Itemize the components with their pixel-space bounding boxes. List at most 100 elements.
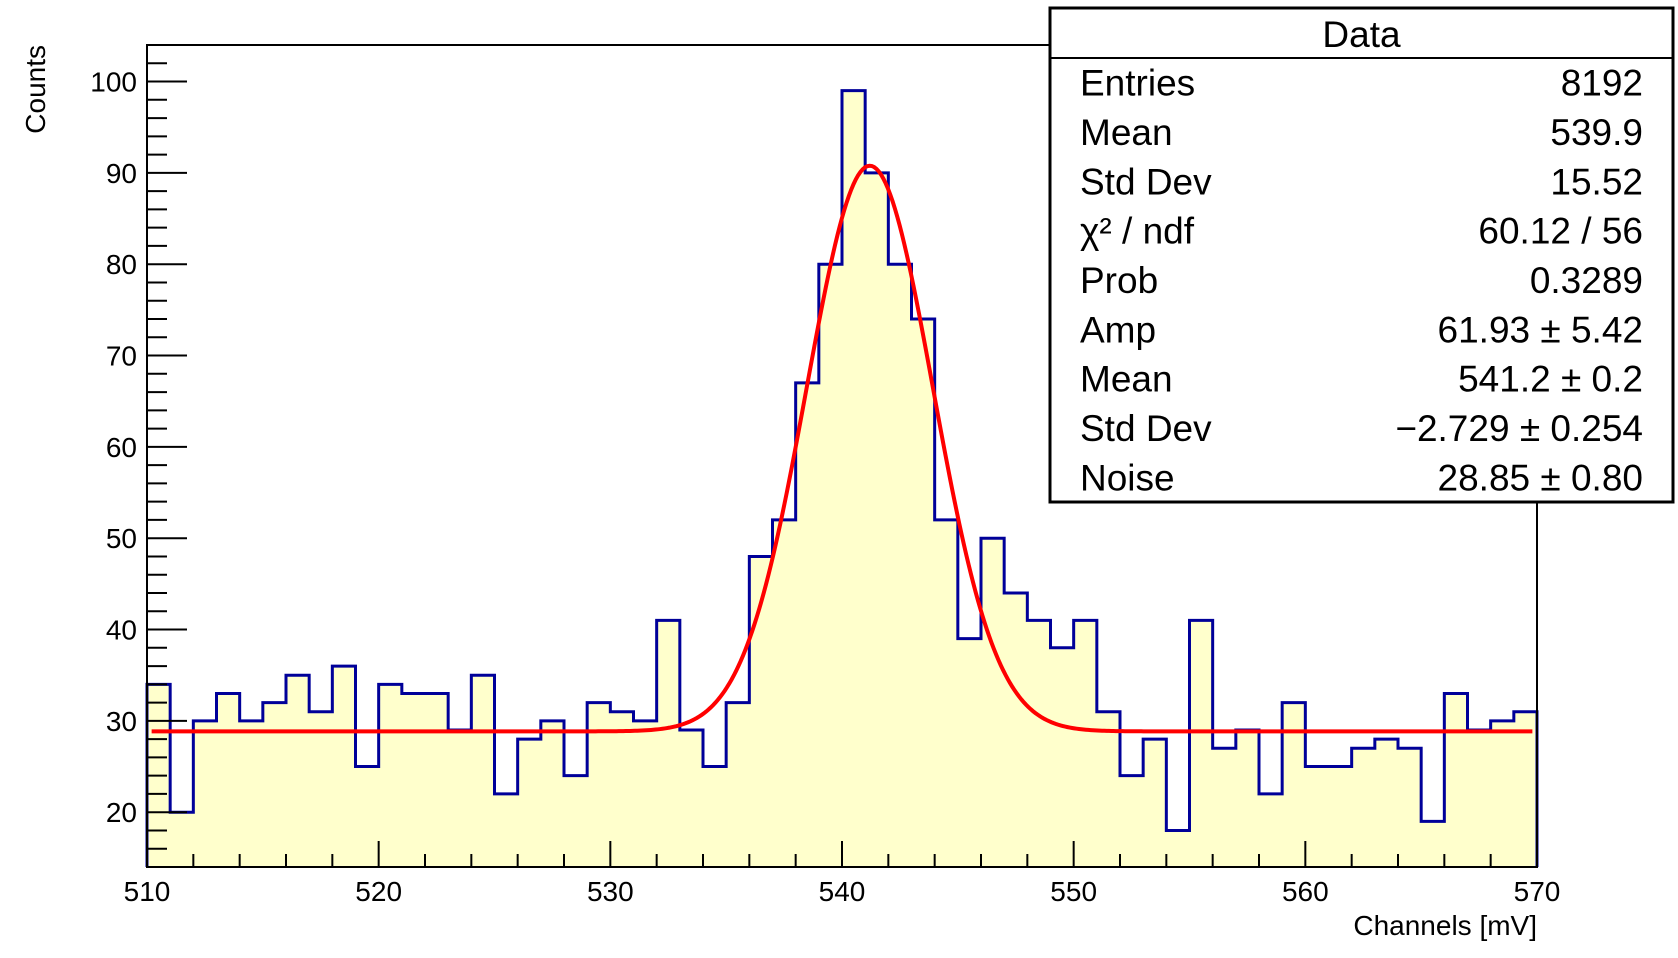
stats-row-value: 15.52 <box>1550 161 1643 202</box>
histogram-bin <box>448 730 472 867</box>
histogram-bin <box>1305 766 1329 867</box>
histogram-bin <box>1212 748 1237 867</box>
stats-row-value: 8192 <box>1561 63 1643 104</box>
stats-row-label: χ² / ndf <box>1080 211 1195 252</box>
histogram-bin <box>332 666 356 867</box>
stats-row-label: Noise <box>1080 457 1175 498</box>
histogram-bin <box>1259 793 1283 867</box>
stats-row-label: Std Dev <box>1080 161 1212 202</box>
histogram-bin <box>1467 730 1491 867</box>
stats-row-label: Entries <box>1080 63 1195 104</box>
histogram-bin <box>726 702 750 867</box>
histogram-bin <box>865 172 889 867</box>
plot-area <box>145 89 1539 867</box>
histogram-bin <box>610 711 634 867</box>
histogram-bin <box>795 382 820 867</box>
y-tick-label: 90 <box>106 158 137 189</box>
histogram-bin <box>1421 821 1445 867</box>
y-tick-label: 50 <box>106 523 137 554</box>
histogram-bin <box>1513 711 1538 867</box>
histogram-bin <box>1444 693 1468 867</box>
histogram-bin <box>981 538 1005 867</box>
stats-row-label: Mean <box>1080 359 1173 400</box>
x-axis-title: Channels [mV] <box>1353 910 1537 941</box>
y-tick-label: 30 <box>106 706 137 737</box>
histogram-bin <box>564 775 588 867</box>
histogram-bin <box>309 711 333 867</box>
histogram-bin <box>1166 830 1190 867</box>
histogram-bin <box>425 693 449 867</box>
histogram-bin <box>1398 748 1422 867</box>
histogram-bin <box>1050 647 1074 867</box>
y-axis-title: Counts <box>20 45 51 134</box>
histogram-bin <box>911 319 935 867</box>
histogram-bin <box>957 638 982 867</box>
stats-box-title: Data <box>1322 14 1401 55</box>
stats-row-value: 541.2 ± 0.2 <box>1458 359 1643 400</box>
stats-row-value: 28.85 ± 0.80 <box>1438 457 1643 498</box>
histogram-bin <box>517 739 542 867</box>
histogram-bin <box>1143 739 1167 867</box>
histogram-bin <box>540 720 565 867</box>
y-tick-label: 70 <box>106 341 137 372</box>
histogram-bin <box>842 90 866 867</box>
stats-row-value: 61.93 ± 5.42 <box>1438 309 1643 350</box>
stats-row-label: Amp <box>1080 309 1156 350</box>
histogram-bin <box>216 693 240 867</box>
axes: 510 520 530 540 550 560 570 20 30 40 50 60 70 80 90 100 <box>90 44 1561 907</box>
histogram-bin <box>1120 775 1144 867</box>
histogram-bin <box>679 730 704 867</box>
histogram-bin <box>818 264 843 867</box>
histogram-bin <box>1027 620 1051 867</box>
histogram-bin <box>1073 620 1098 867</box>
x-tick-label: 530 <box>587 876 634 907</box>
histogram-bin <box>1096 711 1121 867</box>
histogram-bin <box>1004 593 1028 867</box>
stats-box: Data Entries 8192 Mean 539.9 Std Dev 15.52 χ² /… <box>1048 6 1675 504</box>
x-tick-label: 550 <box>1050 876 1097 907</box>
stats-row-value: 539.9 <box>1550 112 1643 153</box>
x-tick-label: 560 <box>1282 876 1329 907</box>
histogram-bin <box>749 556 773 867</box>
x-tick-label: 520 <box>355 876 402 907</box>
y-tick-label: 40 <box>106 615 137 646</box>
fit-curve <box>151 163 1533 734</box>
histogram-bin <box>633 720 657 867</box>
stats-row-label: Std Dev <box>1080 408 1212 449</box>
histogram-bin <box>1235 730 1260 867</box>
stats-row-label: Mean <box>1080 112 1173 153</box>
stats-box-frame <box>1048 6 1675 504</box>
stats-row-value: −2.729 ± 0.254 <box>1395 408 1643 449</box>
stats-row-label: Prob <box>1080 260 1158 301</box>
histogram-bin <box>494 793 518 867</box>
histogram-bin <box>1328 766 1352 867</box>
histogram-bin <box>170 812 194 867</box>
histogram-bin <box>703 766 727 867</box>
x-tick-label: 540 <box>819 876 866 907</box>
histogram-bin <box>888 264 912 867</box>
histogram-bin <box>471 675 495 867</box>
x-tick-label: 510 <box>124 876 171 907</box>
stats-row-value: 0.3289 <box>1530 260 1643 301</box>
histogram-bin <box>239 720 264 867</box>
histogram-bin <box>1282 702 1306 867</box>
y-tick-label: 20 <box>106 797 137 828</box>
histogram-bin <box>401 693 426 867</box>
histogram-bin <box>656 620 681 867</box>
histogram-bin <box>1351 748 1376 867</box>
histogram-bin <box>772 519 796 867</box>
y-tick-label: 100 <box>90 67 137 98</box>
histogram-bin <box>378 684 403 867</box>
histogram-bin <box>262 702 287 867</box>
y-tick-label: 80 <box>106 249 137 280</box>
histogram-bin <box>193 720 217 867</box>
histogram-bin <box>587 702 611 867</box>
histogram-outline <box>145 89 1539 867</box>
histogram-bin <box>934 519 959 867</box>
histogram-bin <box>355 766 379 867</box>
y-tick-label: 60 <box>106 432 137 463</box>
stats-row-value: 60.12 / 56 <box>1478 211 1643 252</box>
x-tick-label: 570 <box>1514 876 1561 907</box>
histogram-bin <box>1374 739 1399 867</box>
